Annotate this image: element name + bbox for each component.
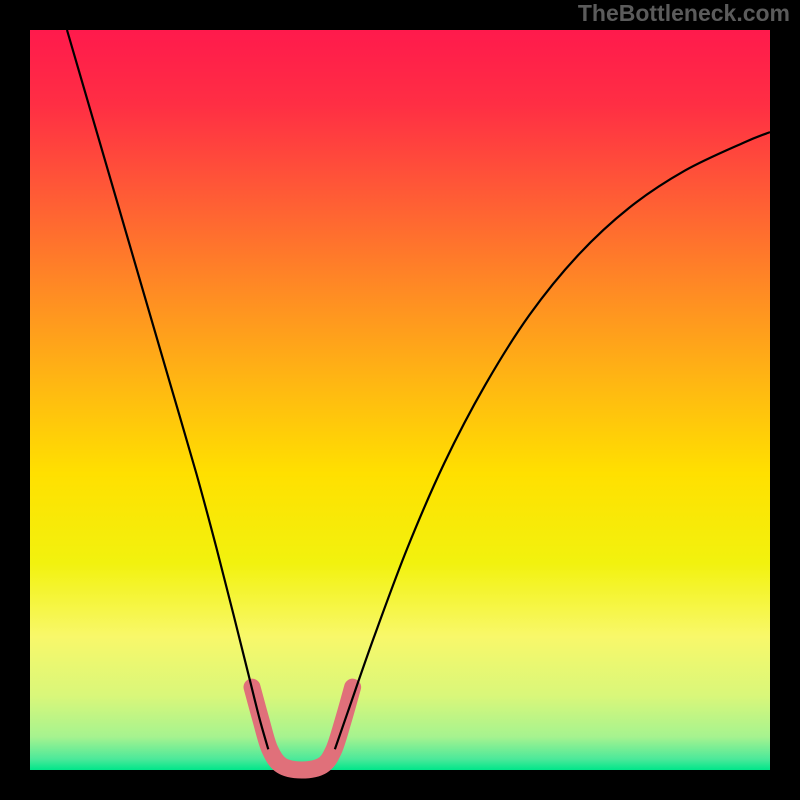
- watermark-text: TheBottleneck.com: [578, 0, 790, 27]
- gradient-plot-area: [30, 30, 770, 770]
- bottleneck-chart-svg: [0, 0, 800, 800]
- chart-container: TheBottleneck.com: [0, 0, 800, 800]
